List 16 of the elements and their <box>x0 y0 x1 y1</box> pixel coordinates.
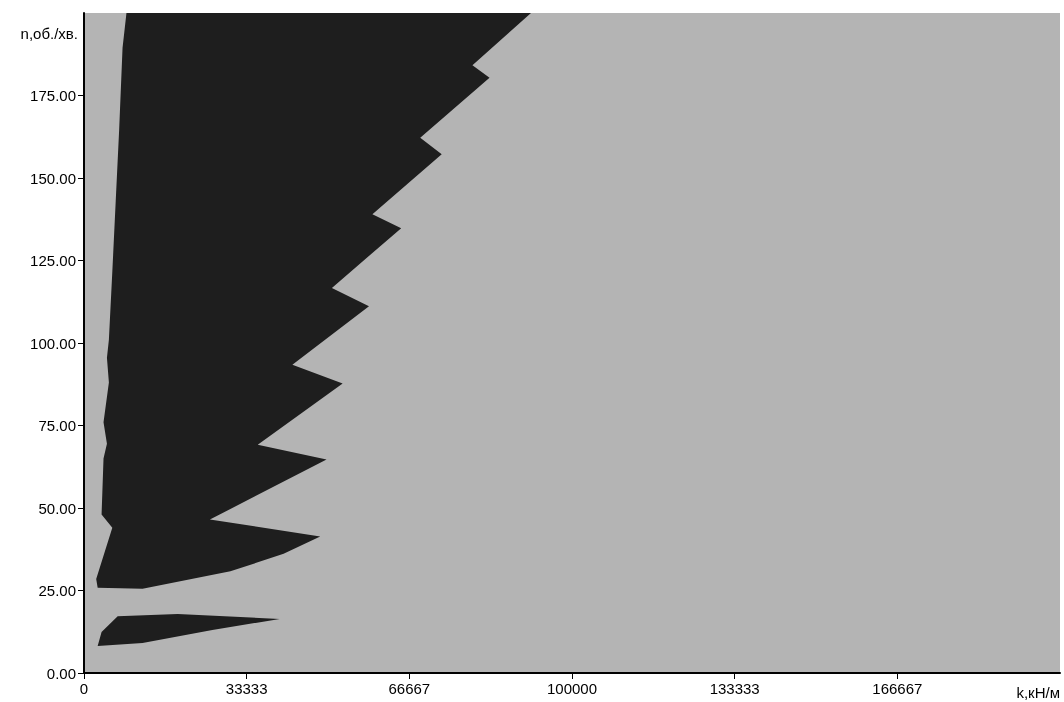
y-tick-label: 75.00 <box>38 417 76 434</box>
x-tick-label: 100000 <box>546 680 598 697</box>
y-tick-label: 25.00 <box>38 582 76 599</box>
y-tick-label: 175.00 <box>30 87 76 104</box>
x-tick-label: 166667 <box>872 680 923 697</box>
y-tick-label: 150.00 <box>30 169 76 187</box>
y-tick-label: 0.00 <box>46 664 76 682</box>
y-tick-label: 125.00 <box>30 252 76 269</box>
x-tick-label: 0 <box>79 680 89 697</box>
x-axis-title: k,кН/м <box>1016 684 1060 701</box>
y-tick-label: 100.00 <box>30 334 76 352</box>
x-tick-label: 133333 <box>709 680 760 697</box>
x-tick-label: 33333 <box>225 680 268 697</box>
x-tick-label: 66667 <box>388 680 431 697</box>
y-tick-label: 50.00 <box>38 499 76 517</box>
y-axis-title: n,об./хв. <box>20 25 78 42</box>
